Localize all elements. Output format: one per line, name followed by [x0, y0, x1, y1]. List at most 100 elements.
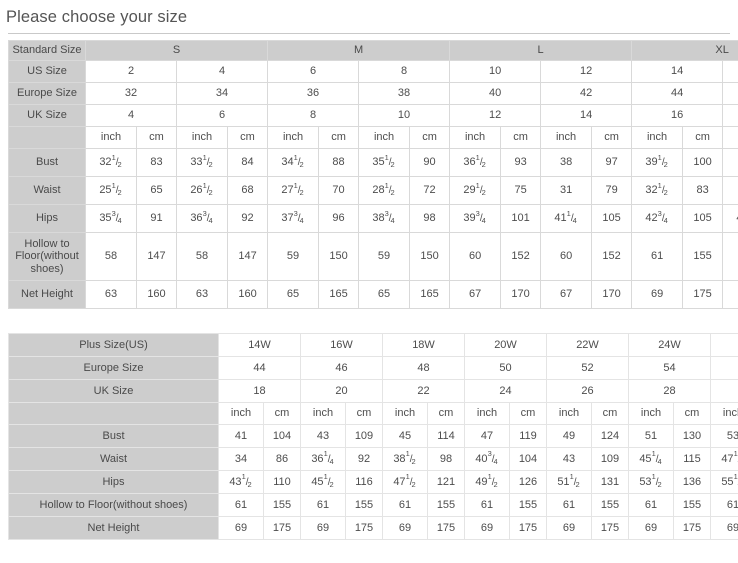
- hips-cm: 116: [345, 470, 383, 494]
- hollow-inch: 58: [176, 232, 228, 281]
- europe-size-cell: 44: [218, 356, 301, 380]
- net-height-cm: 175: [427, 516, 465, 540]
- plus-size-cell: 16W: [300, 333, 383, 357]
- table-row-hollow-to-floor: Hollow to Floor(without shoes) 58 147 58…: [8, 232, 738, 281]
- net-height-inch: 69: [382, 516, 428, 540]
- hips-cm: 92: [226, 204, 269, 233]
- net-height-inch: 63: [85, 280, 137, 309]
- bust-cm: 119: [509, 424, 547, 448]
- waist-inch: 261/2: [176, 176, 228, 205]
- us-size-cell: 10: [449, 60, 542, 83]
- hollow-inch: 58: [85, 232, 137, 281]
- waist-inch: 34: [722, 176, 738, 205]
- net-height-inch: 67: [449, 280, 502, 309]
- unit-header: inch: [176, 126, 228, 149]
- waist-inch: 31: [540, 176, 593, 205]
- row-label-bust: Bust: [8, 148, 86, 177]
- net-height-inch: 69: [300, 516, 346, 540]
- hips-cm: 91: [136, 204, 177, 233]
- unit-header: inch: [358, 126, 411, 149]
- unit-header: cm: [500, 126, 542, 149]
- hollow-cm: 150: [318, 232, 360, 281]
- unit-header: inch: [267, 126, 320, 149]
- plus-size-table: Plus Size(US) 14W 16W 18W 20W 22W 24W 26…: [8, 333, 738, 540]
- waist-cm: 98: [427, 447, 465, 471]
- europe-size-cell: 54: [628, 356, 711, 380]
- hollow-cm: 155: [263, 493, 301, 517]
- title-divider: [8, 33, 730, 34]
- waist-cm: 72: [409, 176, 451, 205]
- waist-inch: 43: [546, 447, 592, 471]
- bust-cm: 97: [591, 148, 633, 177]
- hollow-cm: 152: [500, 232, 542, 281]
- row-label-uk-size: UK Size: [8, 379, 219, 403]
- uk-size-cell: 28: [628, 379, 711, 403]
- unit-header: cm: [591, 126, 633, 149]
- hips-inch: 511/2: [546, 470, 592, 494]
- uk-size-cell: 22: [382, 379, 465, 403]
- uk-size-cell: 10: [358, 104, 451, 127]
- net-height-inch: 69: [218, 516, 264, 540]
- waist-cm: 68: [226, 176, 269, 205]
- net-height-cm: 160: [136, 280, 177, 309]
- uk-size-cell: 8: [267, 104, 360, 127]
- net-height-inch: 69: [628, 516, 674, 540]
- bust-inch: 45: [382, 424, 428, 448]
- unit-header: cm: [136, 126, 177, 149]
- hips-cm: 105: [591, 204, 633, 233]
- waist-inch: 34: [218, 447, 264, 471]
- net-height-cm: 170: [500, 280, 542, 309]
- row-label-europe-size: Europe Size: [8, 356, 219, 380]
- hollow-cm: 147: [226, 232, 269, 281]
- net-height-cm: 175: [509, 516, 547, 540]
- net-height-cm: 160: [226, 280, 269, 309]
- waist-inch: 361/4: [300, 447, 346, 471]
- unit-header: inch: [722, 126, 738, 149]
- bust-inch: 331/2: [176, 148, 228, 177]
- hollow-cm: 147: [136, 232, 177, 281]
- hips-cm: 131: [591, 470, 629, 494]
- net-height-inch: 69: [464, 516, 510, 540]
- net-height-cm: 175: [591, 516, 629, 540]
- net-height-inch: 67: [540, 280, 593, 309]
- unit-header: cm: [591, 402, 629, 425]
- unit-header: cm: [345, 402, 383, 425]
- table-row-units: inch cm inch cm inch cm inch cm inch cm …: [8, 126, 738, 149]
- waist-cm: 109: [591, 447, 629, 471]
- table-row-waist: Waist 251/2 65 261/2 68 271/2 70 281/2 7…: [8, 176, 738, 205]
- waist-inch: 251/2: [85, 176, 137, 205]
- net-height-cm: 175: [263, 516, 301, 540]
- hollow-inch: 59: [358, 232, 411, 281]
- hollow-inch: 60: [540, 232, 593, 281]
- bust-cm: 130: [673, 424, 711, 448]
- table-row-plus-hollow-to-floor: Hollow to Floor(without shoes) 61 155 61…: [8, 493, 738, 517]
- waist-inch: 451/4: [628, 447, 674, 471]
- bust-inch: 43: [300, 424, 346, 448]
- bust-cm: 88: [318, 148, 360, 177]
- uk-size-cell: 26: [546, 379, 629, 403]
- bust-inch: 53: [710, 424, 738, 448]
- unit-header: inch: [631, 126, 684, 149]
- table-row-plus-europe-size: Europe Size 44 46 48 50 52 54 56: [8, 356, 738, 380]
- hips-cm: 101: [500, 204, 542, 233]
- row-label-hips: Hips: [8, 470, 219, 494]
- table-row-net-height: Net Height 63 160 63 160 65 165 65 165 6…: [8, 280, 738, 309]
- hollow-inch: 61: [710, 493, 738, 517]
- europe-size-cell: 46: [722, 82, 738, 105]
- waist-inch: 471/2: [710, 447, 738, 471]
- hollow-inch: 61: [722, 232, 738, 281]
- hips-cm: 96: [318, 204, 360, 233]
- europe-size-cell: 42: [540, 82, 633, 105]
- bust-inch: 321/2: [85, 148, 137, 177]
- europe-size-cell: 32: [85, 82, 177, 105]
- table-row-plus-size: Plus Size(US) 14W 16W 18W 20W 22W 24W 26…: [8, 333, 738, 357]
- hollow-inch: 61: [300, 493, 346, 517]
- table-row-standard-size: Standard Size S M L XL: [8, 40, 738, 61]
- row-label-standard-size: Standard Size: [8, 40, 86, 61]
- us-size-cell: 6: [267, 60, 360, 83]
- us-size-cell: 16: [722, 60, 738, 83]
- table-row-uk-size: UK Size 4 6 8 10 12 14 16 18: [8, 104, 738, 127]
- bust-inch: 341/2: [267, 148, 320, 177]
- unit-header: inch: [382, 402, 428, 425]
- hips-inch: 551/2: [710, 470, 738, 494]
